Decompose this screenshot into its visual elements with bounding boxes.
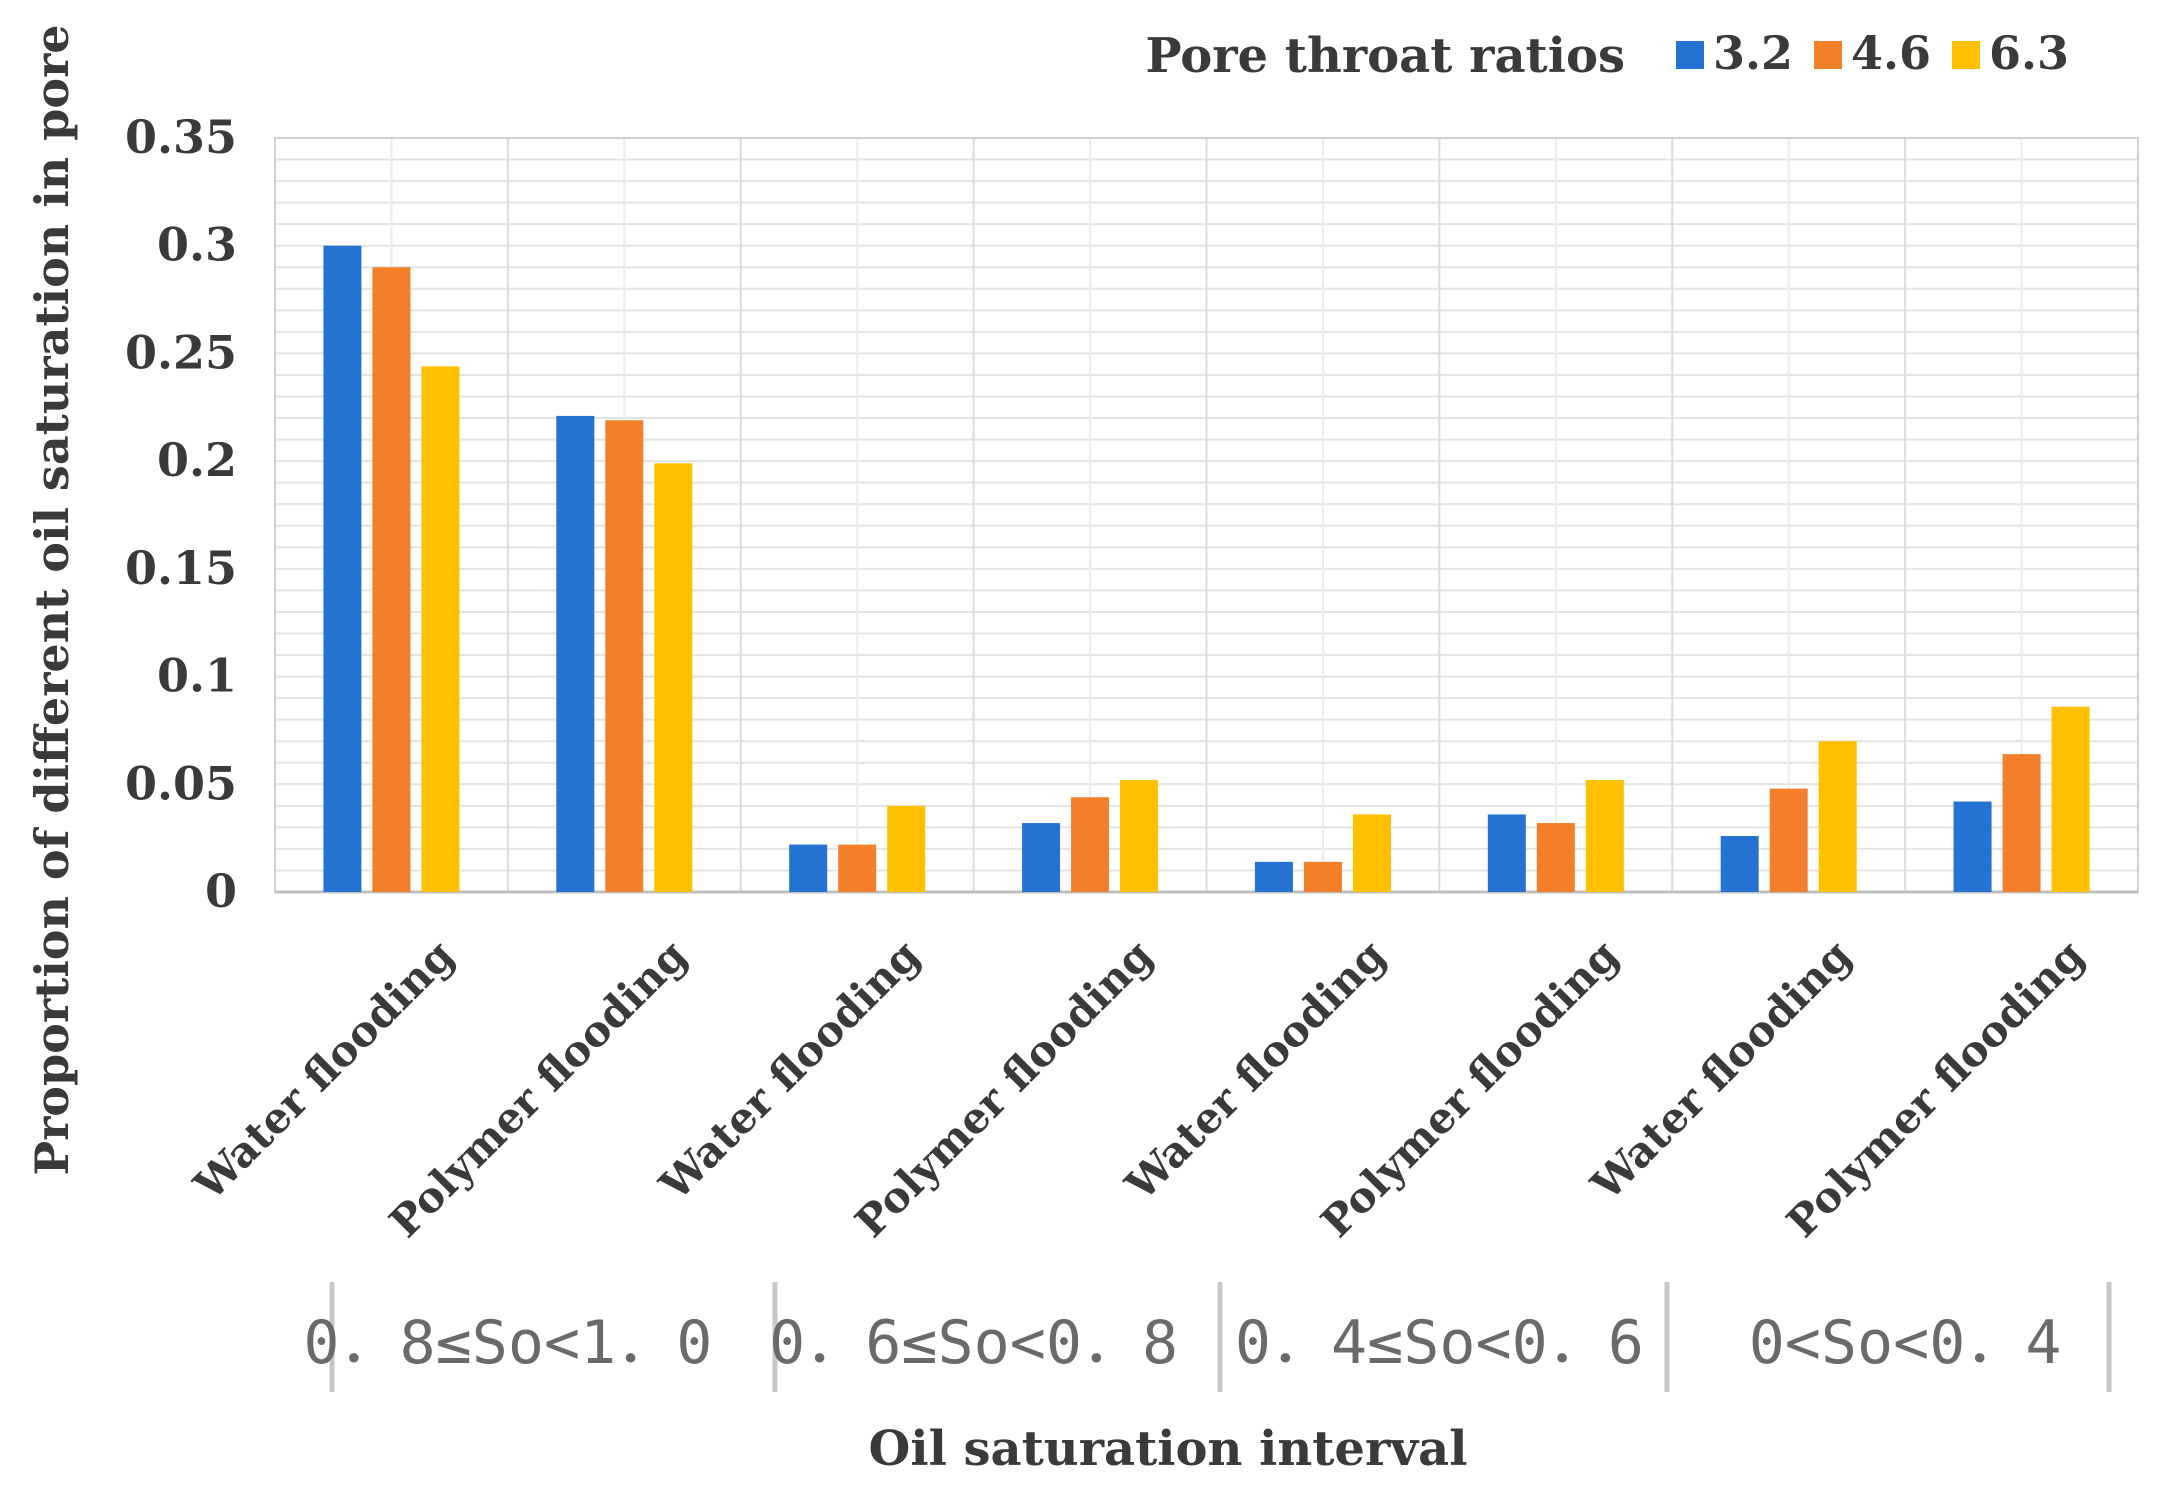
x-group-labels: 0．8≤So<1．0 0．6≤So<0．8 0．4≤So<0．6 0<So<0．4 bbox=[303, 1282, 2112, 1392]
bar-series-3.2-5 bbox=[1254, 861, 1293, 892]
bar-series-6.3-2 bbox=[654, 463, 693, 892]
y-tick-label: 0.05 bbox=[125, 756, 237, 810]
legend-swatch-6.3 bbox=[1952, 41, 1980, 69]
bars bbox=[323, 245, 2090, 893]
bar-series-6.3-8 bbox=[2051, 706, 2090, 892]
bar-series-4.6-7 bbox=[1769, 788, 1808, 892]
group-label: 0<So<0．4 bbox=[1749, 1308, 2062, 1378]
bar-series-4.6-1 bbox=[372, 267, 411, 892]
legend: Pore throat ratios 3.2 4.6 6.3 bbox=[1145, 26, 2069, 84]
bar-series-4.6-6 bbox=[1536, 823, 1575, 892]
legend-label-3.2: 3.2 bbox=[1713, 26, 1793, 80]
legend-label-6.3: 6.3 bbox=[1989, 26, 2069, 80]
group-label: 0．4≤So<0．6 bbox=[1235, 1308, 1644, 1378]
gridlines bbox=[274, 137, 2139, 893]
bar-series-6.3-4 bbox=[1120, 779, 1159, 892]
bar-series-3.2-6 bbox=[1487, 814, 1526, 892]
bar-series-3.2-4 bbox=[1022, 823, 1061, 892]
bar-series-6.3-1 bbox=[421, 366, 460, 893]
y-axis-title: Proportion of different oil saturation i… bbox=[25, 24, 79, 1175]
x-axis-title: Oil saturation interval bbox=[869, 1421, 1468, 1477]
bar-series-6.3-5 bbox=[1352, 814, 1391, 892]
y-tick-label: 0.15 bbox=[125, 541, 237, 595]
bar-series-3.2-8 bbox=[1953, 801, 1992, 892]
group-label: 0．6≤So<0．8 bbox=[769, 1308, 1178, 1378]
x-tick-label: Water flooding bbox=[184, 930, 464, 1210]
x-tick-label: Water flooding bbox=[1115, 930, 1395, 1210]
legend-label-4.6: 4.6 bbox=[1851, 26, 1931, 80]
x-tick-label: Water flooding bbox=[650, 930, 930, 1210]
bar-series-4.6-3 bbox=[838, 844, 877, 892]
y-tick-labels: 0 0.05 0.1 0.15 0.2 0.25 0.3 0.35 bbox=[125, 110, 237, 918]
bar-series-6.3-7 bbox=[1818, 741, 1857, 892]
bar-series-3.2-3 bbox=[789, 844, 828, 892]
bar-series-3.2-1 bbox=[323, 245, 362, 892]
y-tick-label: 0.2 bbox=[157, 433, 237, 487]
bar-series-3.2-7 bbox=[1720, 835, 1759, 892]
bar-series-4.6-4 bbox=[1071, 797, 1110, 892]
y-tick-label: 0.25 bbox=[125, 325, 237, 379]
legend-swatch-3.2 bbox=[1676, 41, 1704, 69]
bar-series-4.6-8 bbox=[2002, 754, 2041, 892]
bar-series-3.2-2 bbox=[556, 415, 595, 892]
bar-series-6.3-6 bbox=[1585, 779, 1624, 892]
y-tick-label: 0.35 bbox=[125, 110, 237, 164]
x-tick-label: Water flooding bbox=[1581, 930, 1861, 1210]
y-tick-label: 0.1 bbox=[157, 649, 237, 703]
y-tick-label: 0 bbox=[205, 864, 237, 918]
legend-title: Pore throat ratios bbox=[1145, 28, 1625, 84]
bar-series-4.6-2 bbox=[605, 420, 644, 892]
group-label: 0．8≤So<1．0 bbox=[303, 1308, 712, 1378]
legend-swatch-4.6 bbox=[1814, 41, 1842, 69]
bar-series-6.3-3 bbox=[887, 805, 926, 892]
y-tick-label: 0.3 bbox=[157, 218, 237, 272]
bar-series-4.6-5 bbox=[1303, 861, 1342, 892]
